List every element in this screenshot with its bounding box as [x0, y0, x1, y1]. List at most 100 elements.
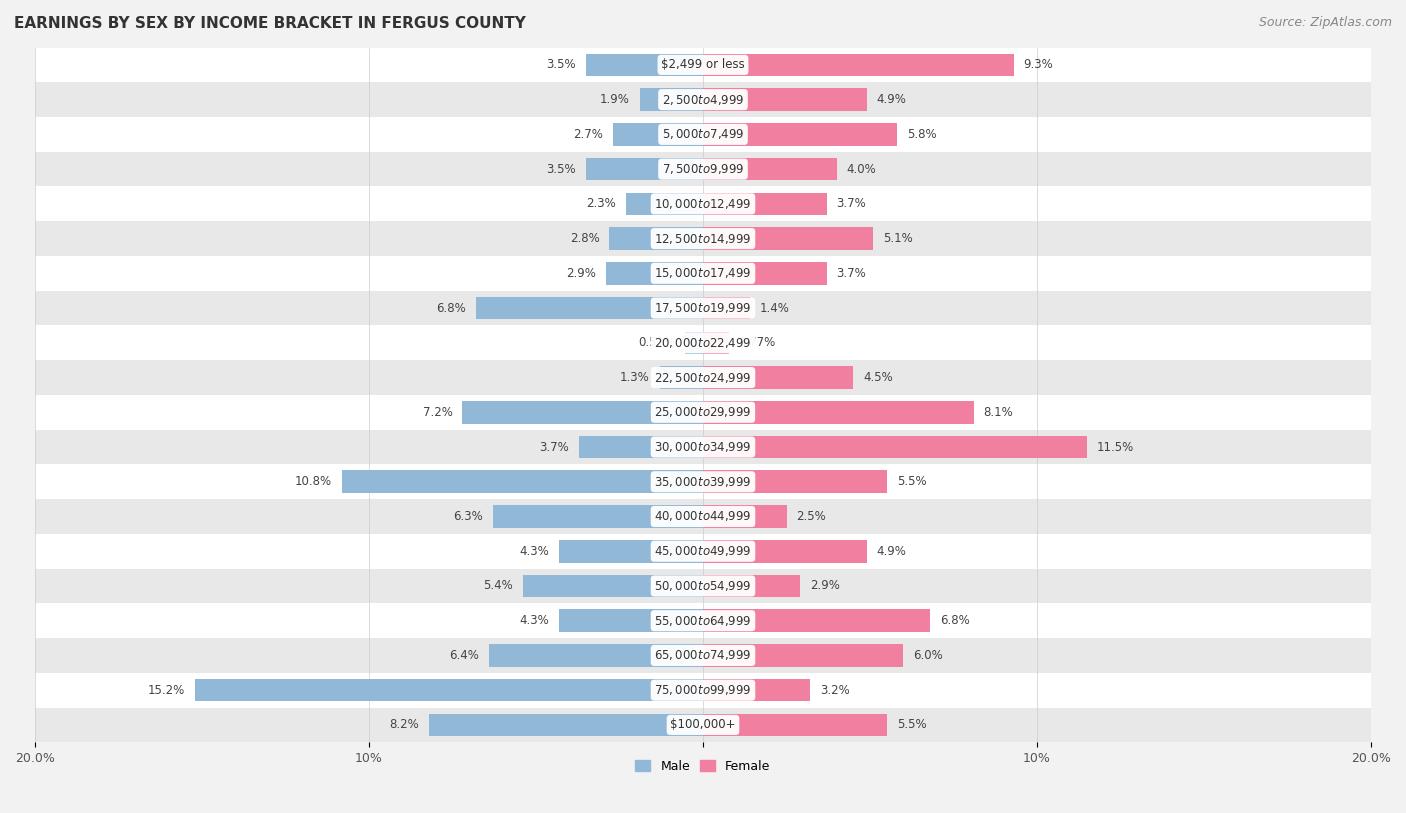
- Text: $2,499 or less: $2,499 or less: [661, 59, 745, 72]
- Text: 7.2%: 7.2%: [423, 406, 453, 419]
- Bar: [492, 505, 703, 528]
- Text: 6.8%: 6.8%: [941, 614, 970, 627]
- Text: 0.77%: 0.77%: [738, 337, 776, 350]
- Bar: [703, 158, 837, 180]
- Bar: [703, 262, 827, 285]
- Text: 1.4%: 1.4%: [759, 302, 790, 315]
- Bar: [35, 499, 1371, 534]
- Text: 9.3%: 9.3%: [1024, 59, 1053, 72]
- Text: 4.3%: 4.3%: [520, 545, 550, 558]
- Text: 4.0%: 4.0%: [846, 163, 876, 176]
- Bar: [35, 534, 1371, 568]
- Bar: [35, 707, 1371, 742]
- Bar: [35, 152, 1371, 186]
- Bar: [35, 186, 1371, 221]
- Bar: [703, 89, 866, 111]
- Bar: [195, 679, 703, 702]
- Text: $7,500 to $9,999: $7,500 to $9,999: [662, 162, 744, 176]
- Bar: [703, 505, 786, 528]
- Bar: [35, 638, 1371, 673]
- Text: 8.1%: 8.1%: [984, 406, 1014, 419]
- Bar: [703, 471, 887, 493]
- Bar: [606, 262, 703, 285]
- Text: $40,000 to $44,999: $40,000 to $44,999: [654, 510, 752, 524]
- Bar: [463, 401, 703, 424]
- Text: 3.5%: 3.5%: [547, 163, 576, 176]
- Text: $35,000 to $39,999: $35,000 to $39,999: [654, 475, 752, 489]
- Bar: [560, 610, 703, 632]
- Text: 2.9%: 2.9%: [810, 580, 839, 593]
- Bar: [703, 436, 1087, 459]
- Bar: [35, 360, 1371, 395]
- Text: $75,000 to $99,999: $75,000 to $99,999: [654, 683, 752, 698]
- Text: 4.3%: 4.3%: [520, 614, 550, 627]
- Text: 15.2%: 15.2%: [148, 684, 186, 697]
- Bar: [35, 568, 1371, 603]
- Bar: [640, 89, 703, 111]
- Bar: [703, 679, 810, 702]
- Bar: [703, 228, 873, 250]
- Text: 3.2%: 3.2%: [820, 684, 849, 697]
- Bar: [626, 193, 703, 215]
- Bar: [35, 673, 1371, 707]
- Text: $50,000 to $54,999: $50,000 to $54,999: [654, 579, 752, 593]
- Bar: [703, 54, 1014, 76]
- Text: 5.4%: 5.4%: [482, 580, 513, 593]
- Text: $55,000 to $64,999: $55,000 to $64,999: [654, 614, 752, 628]
- Bar: [703, 332, 728, 354]
- Text: $65,000 to $74,999: $65,000 to $74,999: [654, 649, 752, 663]
- Text: 3.7%: 3.7%: [540, 441, 569, 454]
- Text: $15,000 to $17,499: $15,000 to $17,499: [654, 267, 752, 280]
- Bar: [560, 540, 703, 563]
- Bar: [35, 291, 1371, 325]
- Text: 0.53%: 0.53%: [638, 337, 675, 350]
- Text: 2.5%: 2.5%: [797, 510, 827, 523]
- Text: $100,000+: $100,000+: [671, 719, 735, 732]
- Bar: [489, 644, 703, 667]
- Bar: [703, 575, 800, 598]
- Text: 1.3%: 1.3%: [620, 371, 650, 384]
- Text: 2.9%: 2.9%: [567, 267, 596, 280]
- Bar: [703, 366, 853, 389]
- Bar: [35, 464, 1371, 499]
- Bar: [703, 540, 866, 563]
- Bar: [35, 429, 1371, 464]
- Text: 3.7%: 3.7%: [837, 267, 866, 280]
- Bar: [613, 123, 703, 146]
- Text: 5.5%: 5.5%: [897, 476, 927, 489]
- Bar: [703, 644, 904, 667]
- Bar: [586, 54, 703, 76]
- Text: EARNINGS BY SEX BY INCOME BRACKET IN FERGUS COUNTY: EARNINGS BY SEX BY INCOME BRACKET IN FER…: [14, 16, 526, 31]
- Bar: [342, 471, 703, 493]
- Bar: [35, 47, 1371, 82]
- Bar: [586, 158, 703, 180]
- Bar: [523, 575, 703, 598]
- Text: 5.8%: 5.8%: [907, 128, 936, 141]
- Bar: [703, 610, 931, 632]
- Text: 4.9%: 4.9%: [877, 545, 907, 558]
- Bar: [429, 714, 703, 737]
- Bar: [659, 366, 703, 389]
- Text: 6.8%: 6.8%: [436, 302, 465, 315]
- Bar: [703, 193, 827, 215]
- Text: 2.3%: 2.3%: [586, 198, 616, 211]
- Text: $2,500 to $4,999: $2,500 to $4,999: [662, 93, 744, 107]
- Text: 3.7%: 3.7%: [837, 198, 866, 211]
- Text: 11.5%: 11.5%: [1097, 441, 1135, 454]
- Bar: [609, 228, 703, 250]
- Text: 5.1%: 5.1%: [883, 232, 912, 245]
- Text: 1.9%: 1.9%: [599, 93, 630, 107]
- Text: $20,000 to $22,499: $20,000 to $22,499: [654, 336, 752, 350]
- Bar: [703, 401, 973, 424]
- Text: 2.8%: 2.8%: [569, 232, 599, 245]
- Bar: [685, 332, 703, 354]
- Text: $22,500 to $24,999: $22,500 to $24,999: [654, 371, 752, 385]
- Text: $5,000 to $7,499: $5,000 to $7,499: [662, 128, 744, 141]
- Bar: [703, 297, 749, 320]
- Bar: [35, 82, 1371, 117]
- Text: 10.8%: 10.8%: [295, 476, 332, 489]
- Bar: [35, 603, 1371, 638]
- Text: 3.5%: 3.5%: [547, 59, 576, 72]
- Text: 4.9%: 4.9%: [877, 93, 907, 107]
- Text: $30,000 to $34,999: $30,000 to $34,999: [654, 440, 752, 454]
